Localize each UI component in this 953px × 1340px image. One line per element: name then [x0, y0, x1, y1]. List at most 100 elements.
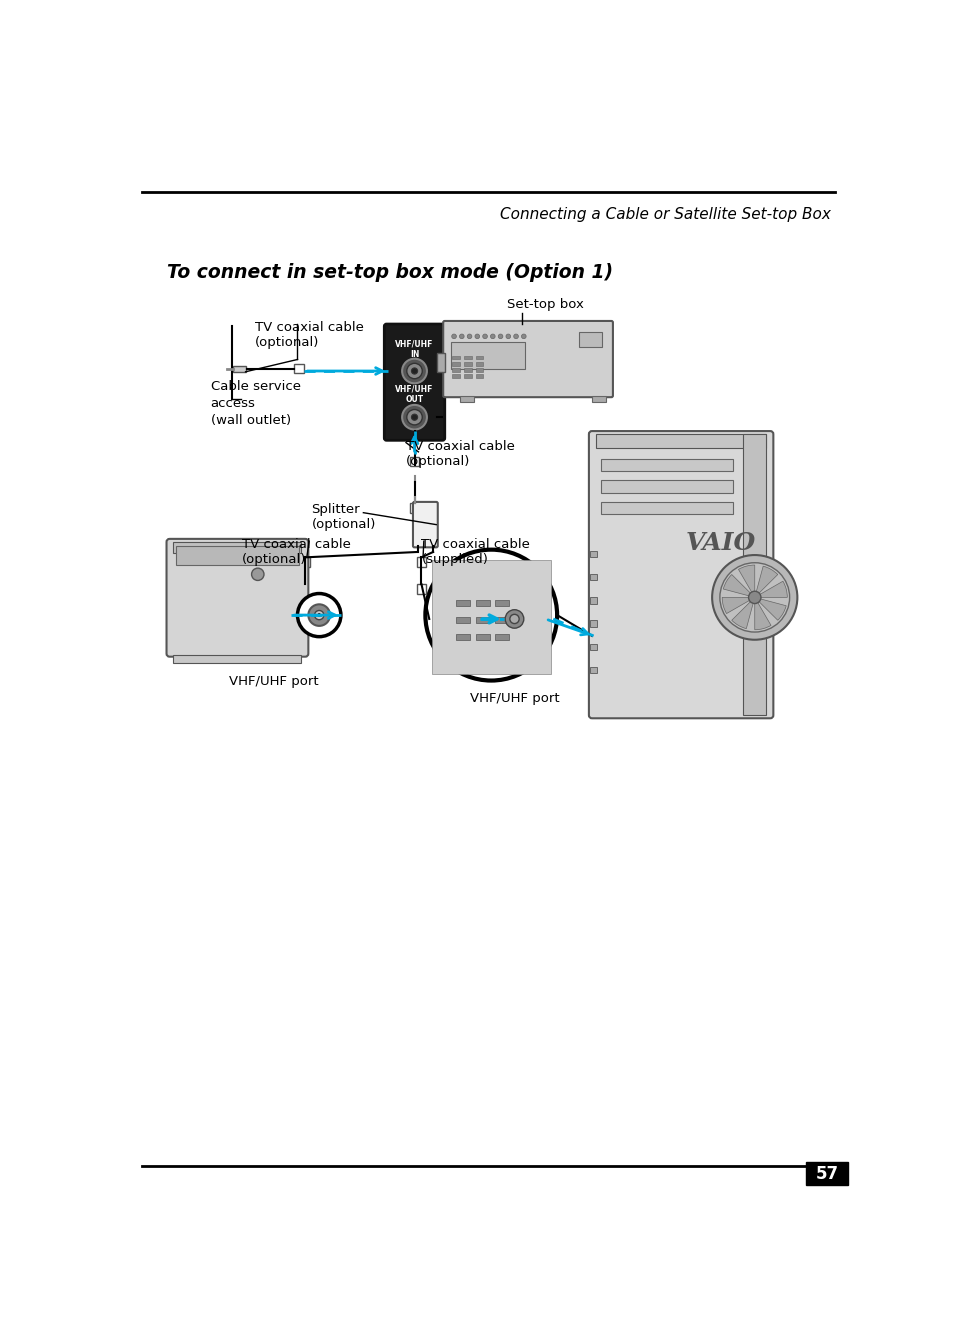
Circle shape	[252, 568, 264, 580]
Bar	[300, 557, 310, 567]
Text: VHF/UHF
OUT: VHF/UHF OUT	[395, 385, 434, 403]
Bar	[410, 504, 418, 513]
Text: VHF/UHF port: VHF/UHF port	[469, 691, 558, 705]
Bar	[590, 575, 596, 580]
Text: VAIO: VAIO	[684, 532, 755, 556]
Bar	[456, 618, 470, 623]
Bar	[596, 434, 765, 448]
Circle shape	[406, 363, 422, 379]
Circle shape	[720, 563, 789, 632]
Bar	[600, 502, 732, 515]
Circle shape	[411, 414, 417, 421]
Circle shape	[467, 334, 472, 339]
FancyBboxPatch shape	[443, 322, 612, 397]
Bar	[805, 1162, 847, 1185]
Circle shape	[505, 610, 523, 628]
Wedge shape	[738, 565, 754, 598]
Bar	[476, 362, 483, 366]
Bar	[459, 395, 474, 402]
Wedge shape	[754, 567, 777, 598]
FancyBboxPatch shape	[167, 539, 308, 657]
Bar	[464, 362, 472, 366]
Bar	[592, 395, 605, 402]
Wedge shape	[754, 598, 770, 630]
Bar	[464, 374, 472, 378]
Circle shape	[711, 555, 797, 639]
Text: 57: 57	[815, 1164, 838, 1183]
Text: TV coaxial cable
(optional): TV coaxial cable (optional)	[254, 322, 363, 348]
Bar	[600, 458, 732, 472]
Circle shape	[490, 334, 495, 339]
Circle shape	[521, 334, 525, 339]
Circle shape	[482, 334, 487, 339]
FancyBboxPatch shape	[384, 324, 444, 441]
Circle shape	[317, 614, 320, 616]
Circle shape	[402, 405, 427, 430]
Bar	[495, 618, 509, 623]
Bar	[590, 620, 596, 627]
Text: VHF/UHF
IN: VHF/UHF IN	[395, 340, 434, 359]
Bar	[590, 667, 596, 673]
Wedge shape	[721, 598, 754, 614]
Text: Splitter
(optional): Splitter (optional)	[311, 504, 375, 532]
Bar	[600, 480, 732, 493]
Circle shape	[314, 611, 323, 619]
Circle shape	[425, 549, 557, 681]
Bar	[452, 374, 459, 378]
Bar	[476, 355, 483, 359]
Circle shape	[406, 410, 422, 425]
Wedge shape	[754, 582, 786, 598]
Bar	[456, 600, 470, 606]
Bar	[476, 600, 489, 606]
FancyBboxPatch shape	[588, 431, 773, 718]
Text: TV coaxial cable
(supplied): TV coaxial cable (supplied)	[421, 539, 530, 565]
Bar	[578, 332, 601, 347]
Bar	[476, 634, 489, 639]
Circle shape	[513, 334, 517, 339]
Circle shape	[505, 334, 510, 339]
Circle shape	[459, 334, 464, 339]
Circle shape	[475, 334, 479, 339]
Bar	[476, 374, 483, 378]
Circle shape	[509, 614, 518, 623]
Circle shape	[402, 359, 427, 383]
Wedge shape	[722, 575, 754, 598]
Circle shape	[308, 604, 330, 626]
Bar	[476, 618, 489, 623]
Wedge shape	[754, 598, 785, 620]
Text: To connect in set-top box mode (Option 1): To connect in set-top box mode (Option 1…	[167, 263, 613, 281]
Bar	[416, 557, 426, 567]
Circle shape	[497, 334, 502, 339]
Text: Connecting a Cable or Satellite Set-top Box: Connecting a Cable or Satellite Set-top …	[499, 208, 830, 222]
Bar	[590, 598, 596, 603]
Bar	[431, 560, 550, 674]
Bar	[436, 354, 444, 371]
Bar	[464, 355, 472, 359]
Bar	[476, 369, 483, 371]
Circle shape	[297, 594, 340, 636]
Bar	[742, 434, 765, 716]
Text: TV coaxial cable
(optional): TV coaxial cable (optional)	[406, 440, 515, 468]
Bar	[416, 584, 426, 594]
Text: TV coaxial cable
(optional): TV coaxial cable (optional)	[241, 539, 350, 565]
Bar	[452, 355, 459, 359]
Bar	[495, 634, 509, 639]
Text: Cable service
access
(wall outlet): Cable service access (wall outlet)	[211, 381, 300, 427]
Text: Set-top box: Set-top box	[506, 297, 583, 311]
Bar	[452, 362, 459, 366]
Bar	[456, 634, 470, 639]
Wedge shape	[731, 598, 754, 628]
Text: VHF/UHF port: VHF/UHF port	[230, 675, 318, 689]
FancyBboxPatch shape	[413, 502, 437, 547]
Bar	[233, 366, 245, 371]
Bar	[173, 655, 301, 663]
Bar	[451, 342, 524, 368]
Bar	[464, 369, 472, 371]
Bar	[452, 369, 459, 371]
Bar	[294, 364, 304, 374]
Circle shape	[452, 334, 456, 339]
Bar	[495, 600, 509, 606]
Circle shape	[411, 369, 417, 374]
Bar	[590, 643, 596, 650]
Circle shape	[748, 591, 760, 603]
